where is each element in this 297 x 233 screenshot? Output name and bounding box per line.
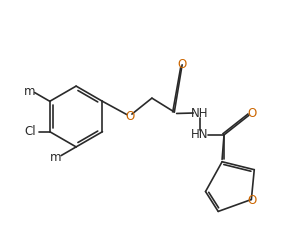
Text: O: O (248, 106, 257, 120)
Text: O: O (178, 58, 187, 71)
Text: NH: NH (191, 106, 208, 120)
Text: O: O (126, 110, 135, 123)
Text: Cl: Cl (25, 125, 36, 138)
Text: O: O (247, 195, 257, 207)
Text: m: m (50, 151, 61, 164)
Text: m: m (24, 85, 35, 98)
Text: HN: HN (191, 128, 208, 141)
